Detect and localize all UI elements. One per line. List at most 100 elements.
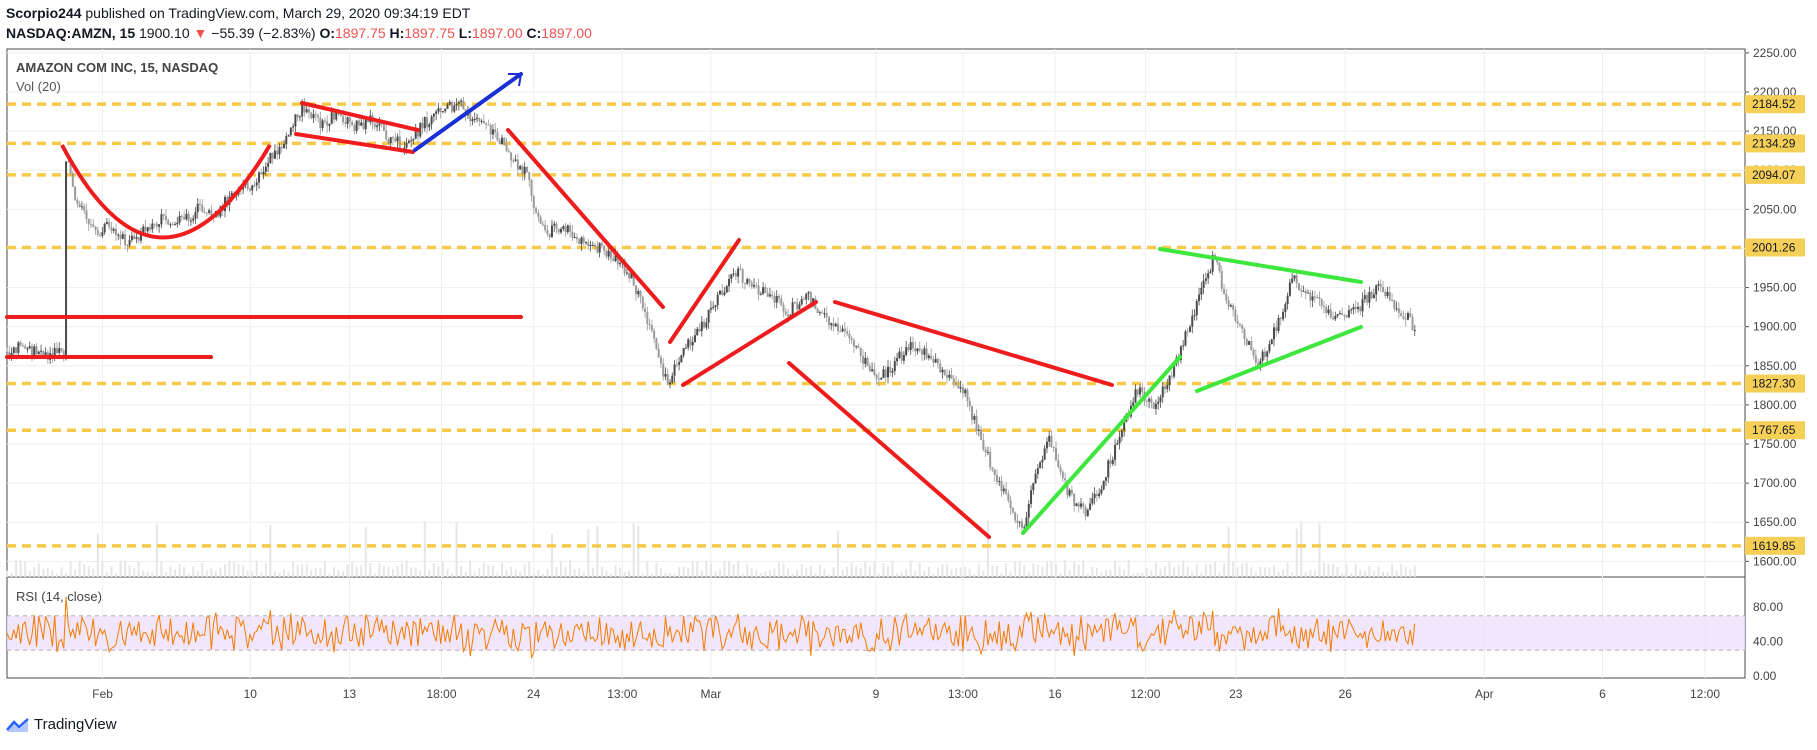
candle-body <box>446 104 449 109</box>
candle-body <box>689 339 692 346</box>
candle-body <box>1082 503 1085 507</box>
candle-body <box>507 150 510 153</box>
candle-body <box>1152 403 1155 409</box>
candle-body <box>1193 315 1196 317</box>
candle-body <box>271 152 274 159</box>
last-price: 1900.10 <box>139 25 190 41</box>
candle-body <box>748 279 751 283</box>
candle-body <box>809 292 812 306</box>
candle-body <box>716 294 719 306</box>
candle-body <box>1252 350 1255 356</box>
author-name[interactable]: Scorpio244 <box>6 5 82 21</box>
volume-bar <box>877 573 880 577</box>
candle-body <box>1168 375 1171 386</box>
volume-bar <box>1014 561 1017 577</box>
candle-body <box>124 234 127 246</box>
chart-header: Scorpio244 published on TradingView.com,… <box>6 3 592 43</box>
candle-body <box>952 378 955 383</box>
candle-body <box>460 100 463 102</box>
rsi-tick-label: 80.00 <box>1753 600 1783 614</box>
volume-bar <box>1263 567 1266 577</box>
level-tag-label: 2184.52 <box>1752 97 1796 111</box>
candle-body <box>305 109 308 113</box>
y-tick-label: 1800.00 <box>1753 398 1797 412</box>
candle-body <box>194 212 197 219</box>
candle-body <box>500 137 503 145</box>
volume-bar <box>1104 570 1107 577</box>
candle-body <box>1091 498 1094 504</box>
rsi-tick-label: 0.00 <box>1753 669 1777 683</box>
candle-body <box>1166 385 1169 390</box>
candle-body <box>60 348 63 351</box>
candle-body <box>750 282 753 287</box>
candle-body <box>1111 459 1114 464</box>
volume-bar <box>255 560 258 577</box>
candle-body <box>355 120 358 131</box>
brand-footer[interactable]: TradingView <box>6 716 117 733</box>
candle-body <box>634 285 637 295</box>
candle-body <box>344 122 347 124</box>
candle-body <box>762 287 765 294</box>
candle-body <box>71 173 74 187</box>
candle-body <box>662 363 665 377</box>
candle-body <box>848 333 851 339</box>
candle-body <box>332 112 335 120</box>
volume-bar <box>1309 569 1312 577</box>
candle-body <box>357 120 360 126</box>
candle-body <box>1359 306 1362 312</box>
volume-bar <box>364 527 367 577</box>
volume-bar <box>1368 565 1371 577</box>
volume-bar <box>846 566 849 577</box>
candle-body <box>196 203 199 213</box>
candle-body <box>1079 503 1082 507</box>
volume-bar <box>87 566 90 577</box>
candle-body <box>682 348 685 356</box>
x-tick-label: 10 <box>244 687 258 701</box>
volume-bar <box>446 569 449 577</box>
volume-bar <box>478 568 481 577</box>
volume-bar <box>737 561 740 577</box>
candle-body <box>943 369 946 375</box>
candle-body <box>153 223 156 225</box>
candle-body <box>335 112 338 120</box>
candle-body <box>1198 294 1201 302</box>
candle-body <box>1286 295 1289 305</box>
volume-bar <box>728 561 731 577</box>
price-series <box>6 97 1416 534</box>
candle-body <box>946 374 949 378</box>
candle-body <box>766 292 769 297</box>
trendlines[interactable] <box>5 72 1363 539</box>
candle-body <box>916 348 919 352</box>
candle-body <box>287 135 290 137</box>
volume-bar <box>1154 562 1157 577</box>
x-tick-label: 12:00 <box>1130 687 1160 701</box>
candle-body <box>1020 521 1023 528</box>
level-tag-label: 1767.65 <box>1752 423 1796 437</box>
candle-body <box>1157 401 1160 404</box>
volume-bar <box>1123 569 1126 577</box>
candle-body <box>1248 341 1251 345</box>
candle-body <box>743 282 746 284</box>
open-value: 1897.75 <box>335 25 386 41</box>
volume-bar <box>1336 567 1339 577</box>
candle-body <box>675 364 678 366</box>
candle-body <box>596 246 599 253</box>
candle-body <box>1145 401 1148 403</box>
candle-body <box>1347 310 1350 318</box>
candle-body <box>44 352 47 356</box>
x-tick-label: Apr <box>1475 687 1494 701</box>
candle-body <box>1032 483 1035 491</box>
candle-body <box>1245 338 1248 345</box>
y-tick-label: 1650.00 <box>1753 515 1797 529</box>
candle-body <box>1191 315 1194 327</box>
volume-bar <box>759 573 762 577</box>
candle-body <box>462 100 465 110</box>
candle-body <box>1209 271 1212 274</box>
price-chart[interactable]: 1600.00 1650.00 1700.00 1750.00 1800.00 1850.… <box>0 0 1817 710</box>
candle-body <box>587 242 590 247</box>
volume-bar <box>78 561 81 577</box>
volume-bar <box>705 560 708 577</box>
volume-bar <box>1277 571 1280 577</box>
volume-bar <box>1400 563 1403 577</box>
candle-body <box>741 269 744 283</box>
